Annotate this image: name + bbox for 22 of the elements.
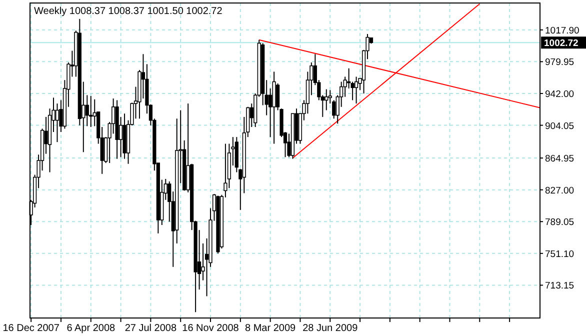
y-tick-label: 827.00 — [545, 185, 574, 196]
y-tick-label: 864.95 — [545, 154, 574, 165]
y-tick-label: 942.00 — [545, 88, 574, 100]
candlestick — [354, 76, 358, 104]
y-tick-label: 789.05 — [545, 217, 574, 228]
candlestick — [89, 95, 93, 128]
y-tick-label: 979.95 — [545, 57, 574, 68]
candlestick — [85, 94, 89, 127]
y-tick-label: 751.10 — [545, 248, 574, 260]
ref-line-label: 1002.72 — [544, 38, 578, 50]
y-tick-label: 904.05 — [545, 120, 574, 132]
x-tick-label: 8 Mar 2009 — [245, 323, 296, 334]
x-tick-label: 28 Jun 2009 — [302, 323, 358, 334]
candlestick — [55, 103, 60, 143]
y-tick-label: 1017.90 — [545, 25, 580, 36]
x-tick-label: 16 Dec 2007 — [2, 323, 60, 334]
chart-title: Weekly 1008.37 1008.37 1001.50 1002.72 — [34, 6, 223, 17]
x-tick-label: 27 Jul 2008 — [124, 323, 177, 334]
candlestick — [324, 88, 328, 111]
y-tick-label: 713.15 — [545, 280, 574, 292]
x-tick-label: 16 Nov 2008 — [182, 323, 240, 334]
x-tick-label: 6 Apr 2008 — [66, 323, 116, 334]
